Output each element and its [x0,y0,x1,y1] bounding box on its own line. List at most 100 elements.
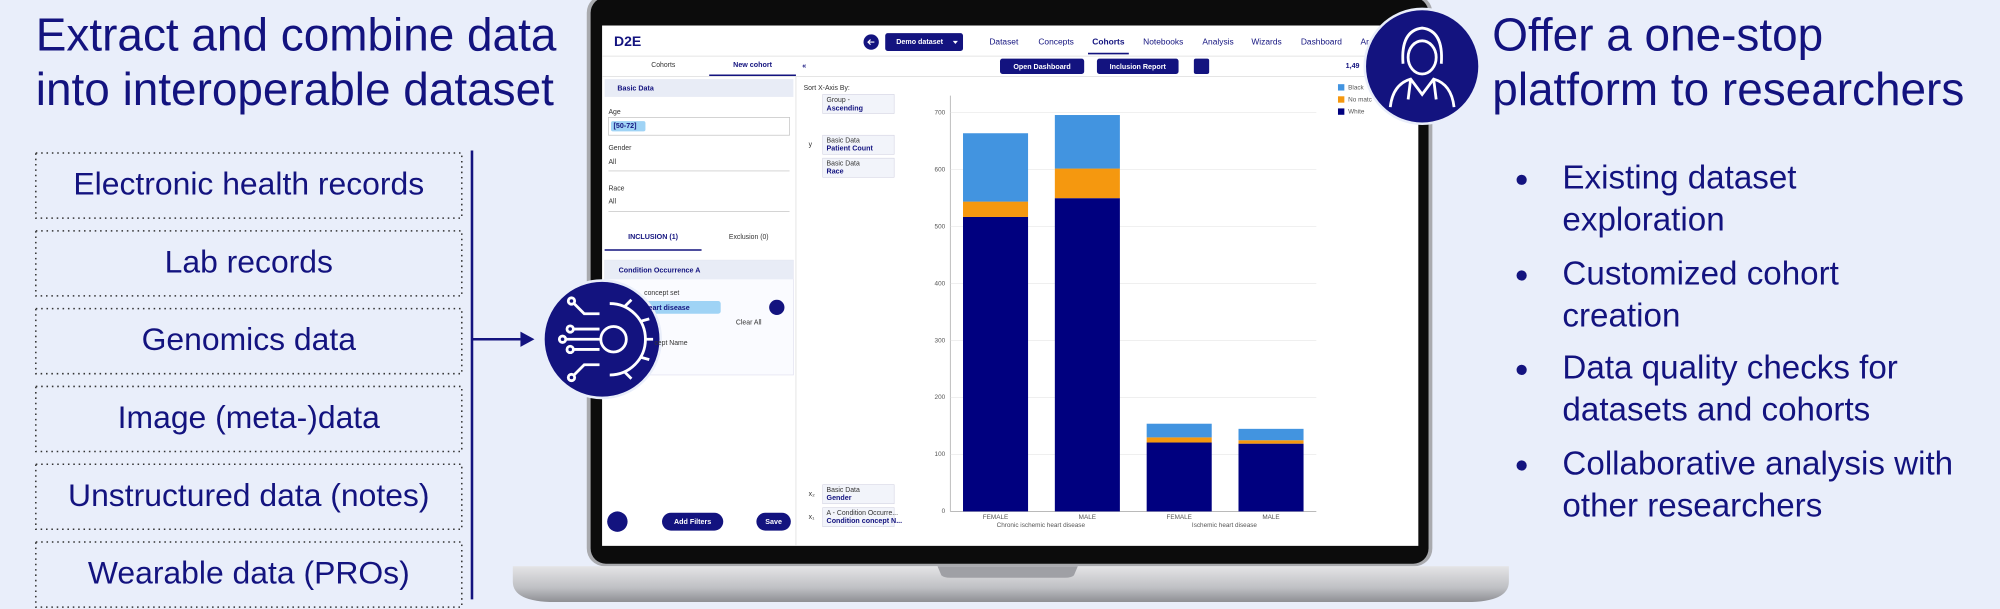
field-value[interactable]: All [608,159,616,166]
source-label: Electronic health records [73,166,424,202]
x-tick-label: FEMALE [983,514,1008,521]
x-tick-label: MALE [1262,514,1279,521]
right-title: Offer a one-stop [1492,8,1823,60]
x2-box[interactable] [822,484,895,505]
patient-count: 1,49 [1346,62,1360,70]
x-tick-label: MALE [1079,514,1096,521]
bullet-text: datasets and cohorts [1562,392,1870,429]
reset-button[interactable] [607,511,628,532]
source-box [35,385,463,453]
field-value[interactable]: All [608,198,616,205]
nav-item[interactable]: Dataset [989,36,1019,46]
legend-label: Black [1348,84,1364,91]
cohort-tab[interactable]: New cohort [733,61,772,69]
dropdown-caret [952,40,958,45]
bar-segment [1146,437,1212,443]
arrow-head [520,331,535,347]
axis-field: Basic Data [827,487,860,494]
legend-swatch [1337,96,1345,103]
bullet-dot [1516,270,1527,281]
dataset-button[interactable] [885,33,964,52]
bar-segment [963,201,1029,217]
nav-item[interactable]: Dashboard [1301,36,1342,46]
legend-label: White [1348,109,1365,116]
y-tick-label: 200 [935,394,946,401]
nav-item[interactable]: Concepts [1038,36,1074,46]
y-box[interactable] [822,134,895,155]
axis-name: x₂ [809,491,815,498]
nav-item[interactable]: Wizards [1251,36,1281,46]
age-chip [611,121,646,132]
laptop-notch [937,566,1078,578]
axis-field: Patient Count [827,144,874,152]
filter-button[interactable]: Add Filters [674,518,711,526]
add-filters-button[interactable] [662,512,724,531]
sort-box[interactable] [822,94,895,114]
gear-glyph [557,296,654,383]
bar-segment [1238,440,1304,444]
bullet-dot [1516,460,1527,471]
left-title: Extract and combine data [36,8,557,60]
source-label: Image (meta-)data [118,399,380,435]
nav-item[interactable]: Ar [1361,36,1370,46]
bullet-text: Data quality checks for [1562,350,1897,387]
y-tick-label: 100 [935,451,946,458]
bar-segment [963,216,1029,512]
bar-segment [1054,198,1120,512]
bullet-dot [1516,174,1527,185]
bar-segment [1238,428,1304,441]
axis-field: Race [827,167,844,175]
axis-field: Condition concept N... [827,517,903,525]
group-label: Ischemic heart disease [1192,522,1258,529]
bar-segment [1146,442,1212,512]
nav-item[interactable]: Analysis [1202,36,1233,46]
inclusion-report-button[interactable] [1096,58,1179,74]
add-concept-button[interactable] [769,299,785,316]
clear-all[interactable]: Clear All [736,319,762,326]
source-box [35,541,463,608]
action-label[interactable]: Inclusion Report [1110,63,1167,71]
y-tick-label: 700 [935,109,946,116]
age-input[interactable] [608,117,790,136]
concept-label: concept set [644,290,679,297]
open-dashboard-button[interactable] [1000,58,1085,74]
concept-chip [637,300,721,314]
y-tick-label: 0 [942,508,946,515]
exclusion-tab[interactable]: Exclusion (0) [729,234,769,241]
group-label: Chronic ischemic heart disease [997,522,1086,529]
concept-name-label: cept Name [654,340,687,347]
bar-segment [1238,443,1304,512]
source-label: Unstructured data (notes) [68,477,429,513]
nav-item[interactable]: Notebooks [1143,36,1183,46]
nav-item[interactable]: Cohorts [1092,36,1125,46]
filter-header [604,79,794,97]
field-value[interactable]: [50-72] [614,122,637,130]
axis-field: Gender [827,494,852,502]
legend-swatch [1337,108,1345,115]
person-glyph [1388,26,1456,108]
source-label: Wearable data (PROs) [88,555,410,591]
field-label: Race [608,186,624,193]
axis-name: x₁ [809,514,815,521]
source-label: Genomics data [142,321,357,357]
save-button[interactable] [756,512,791,531]
series-box[interactable] [822,157,895,178]
field-label: Gender [608,145,632,152]
bar-segment [1054,115,1120,169]
source-box [35,230,463,297]
axis-field: Basic Data [827,138,860,145]
x1-box[interactable] [822,507,895,527]
sort-label: Sort X-Axis By: [804,85,850,92]
dataset-name[interactable]: Demo dataset [896,38,943,46]
sort-value: Group - [827,97,850,104]
filter-button[interactable]: Save [765,518,782,526]
laptop-base [512,566,1509,602]
axis-field: A - Condition Occurre... [827,510,899,517]
y-tick-label: 300 [935,337,946,344]
inclusion-tab[interactable]: INCLUSION (1) [628,233,679,241]
bar-segment [1146,423,1212,438]
chart-type-button[interactable] [1193,58,1210,74]
y-tick-label: 500 [935,223,946,230]
action-label[interactable]: Open Dashboard [1013,63,1070,71]
cohort-tab[interactable]: Cohorts [651,62,676,69]
